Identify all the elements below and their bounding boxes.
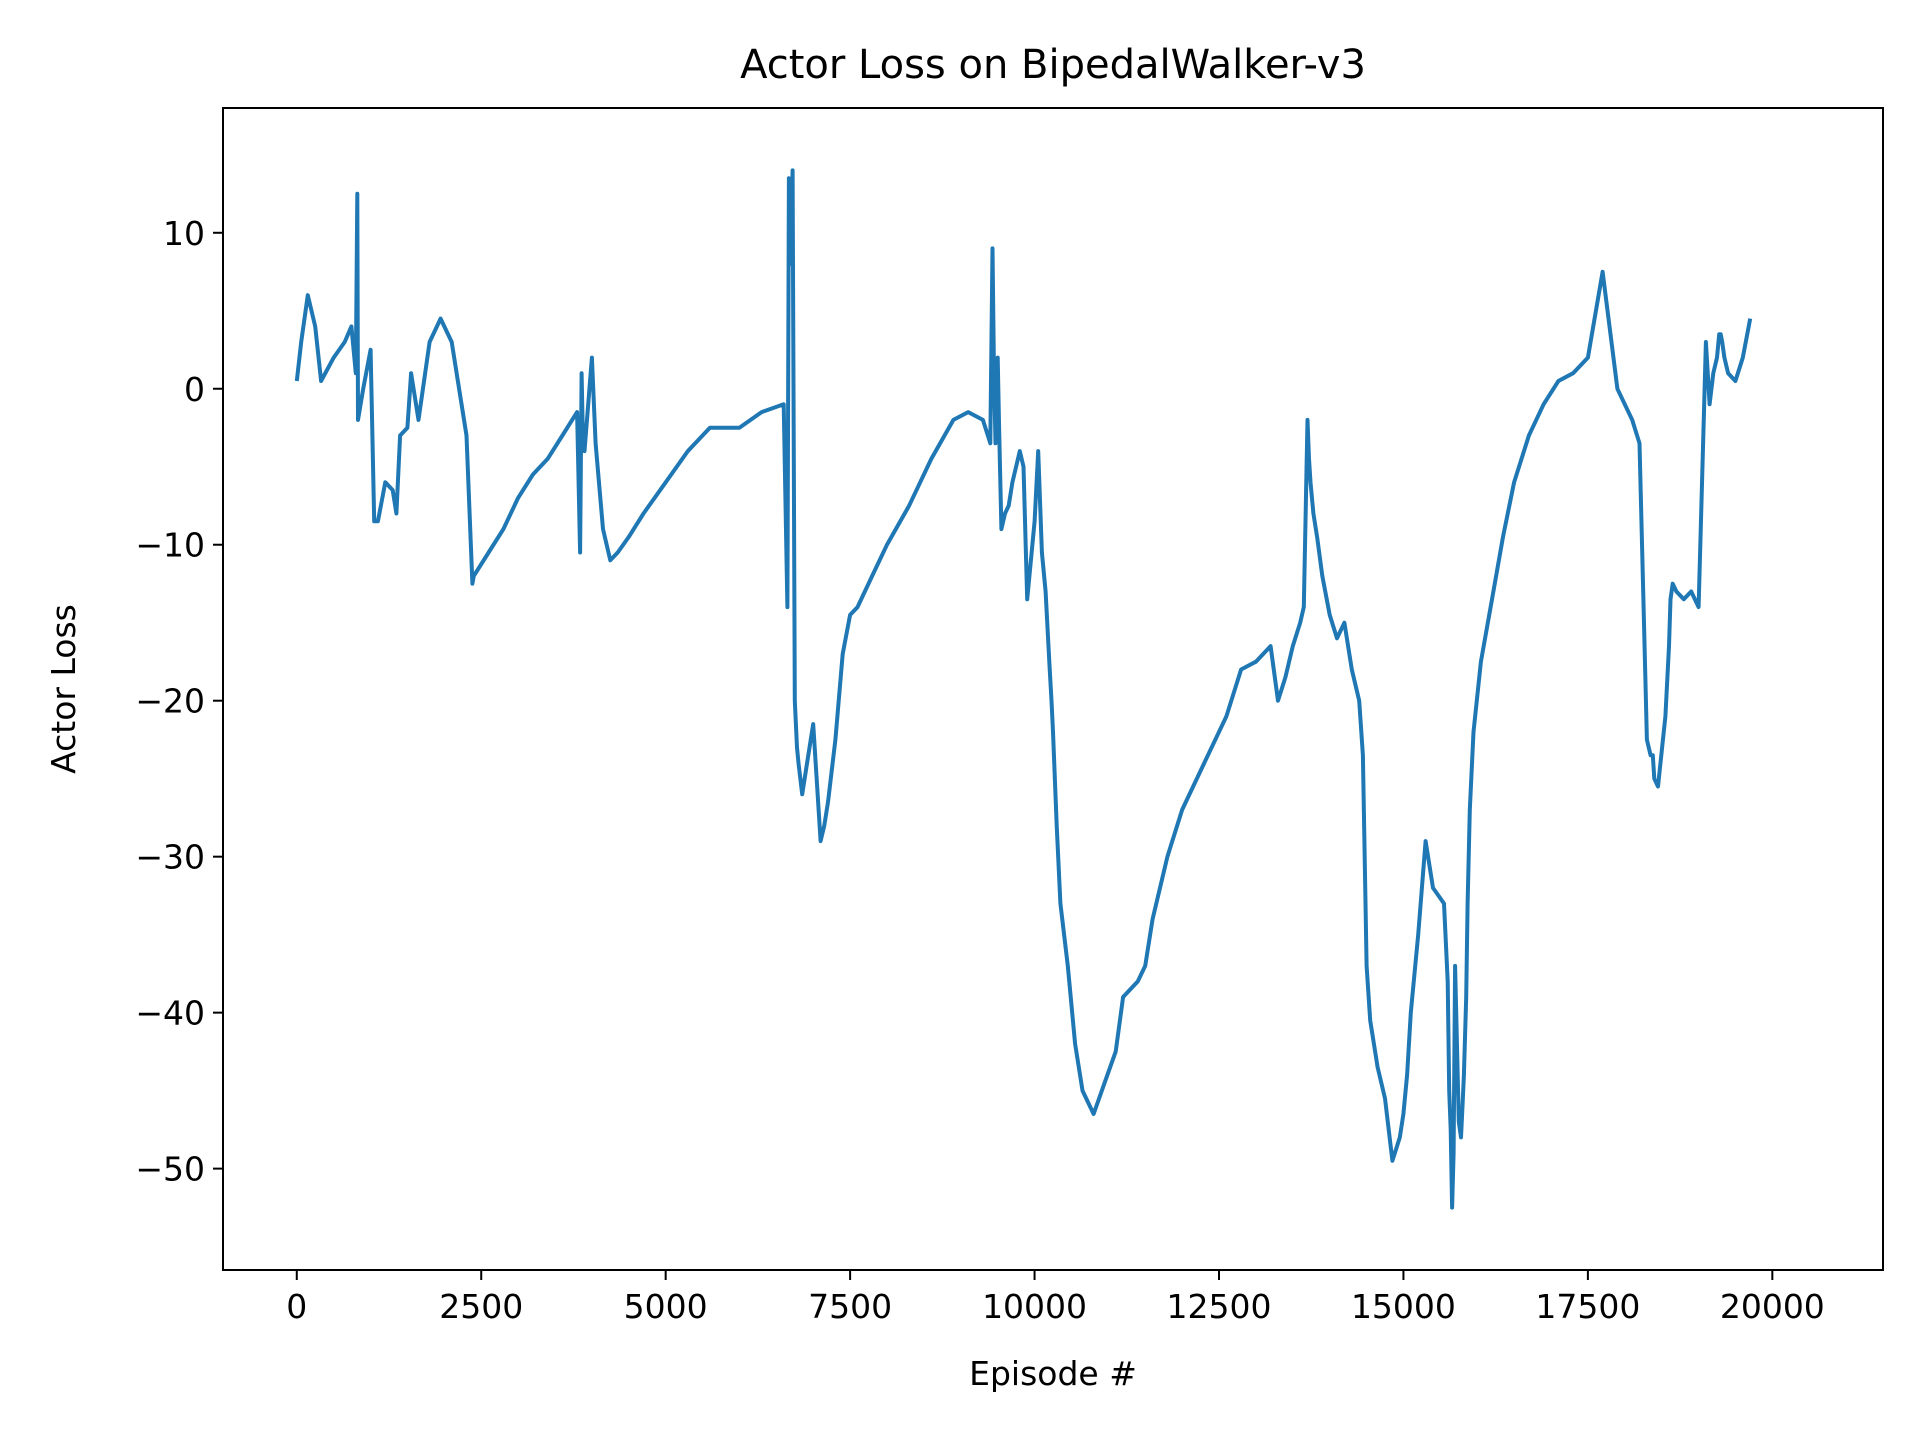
series-layer (294, 168, 1753, 1210)
chart-title: Actor Loss on BipedalWalker-v3 (740, 42, 1366, 88)
x-tick-label: 10000 (982, 1287, 1087, 1326)
x-tick-label: 12500 (1167, 1287, 1272, 1326)
x-tick-label: 5000 (624, 1287, 708, 1326)
y-tick-label: −40 (135, 994, 205, 1033)
x-tick-label: 20000 (1720, 1287, 1825, 1326)
y-axis: 10 0 −10 −20 −30 −40 −50 (135, 214, 223, 1189)
series-line-0 (294, 168, 1753, 1210)
plot-frame (222, 107, 1884, 1271)
y-tick-label: −10 (135, 526, 205, 565)
y-tick-label: −30 (135, 838, 205, 877)
x-axis-label: Episode # (969, 1354, 1137, 1393)
y-tick-label: 0 (184, 370, 205, 409)
x-tick-label: 2500 (439, 1287, 523, 1326)
x-tick-label: 7500 (808, 1287, 892, 1326)
x-tick-label: 0 (286, 1287, 307, 1326)
y-tick-label: −50 (135, 1150, 205, 1189)
x-tick-label: 15000 (1351, 1287, 1456, 1326)
x-tick-label: 17500 (1535, 1287, 1640, 1326)
x-axis: 0 2500 5000 7500 10000 12500 15000 17500 20000 (286, 1270, 1825, 1326)
y-tick-label: 10 (163, 214, 205, 253)
y-tick-label: −20 (135, 682, 205, 721)
y-axis-label: Actor Loss (44, 604, 83, 774)
